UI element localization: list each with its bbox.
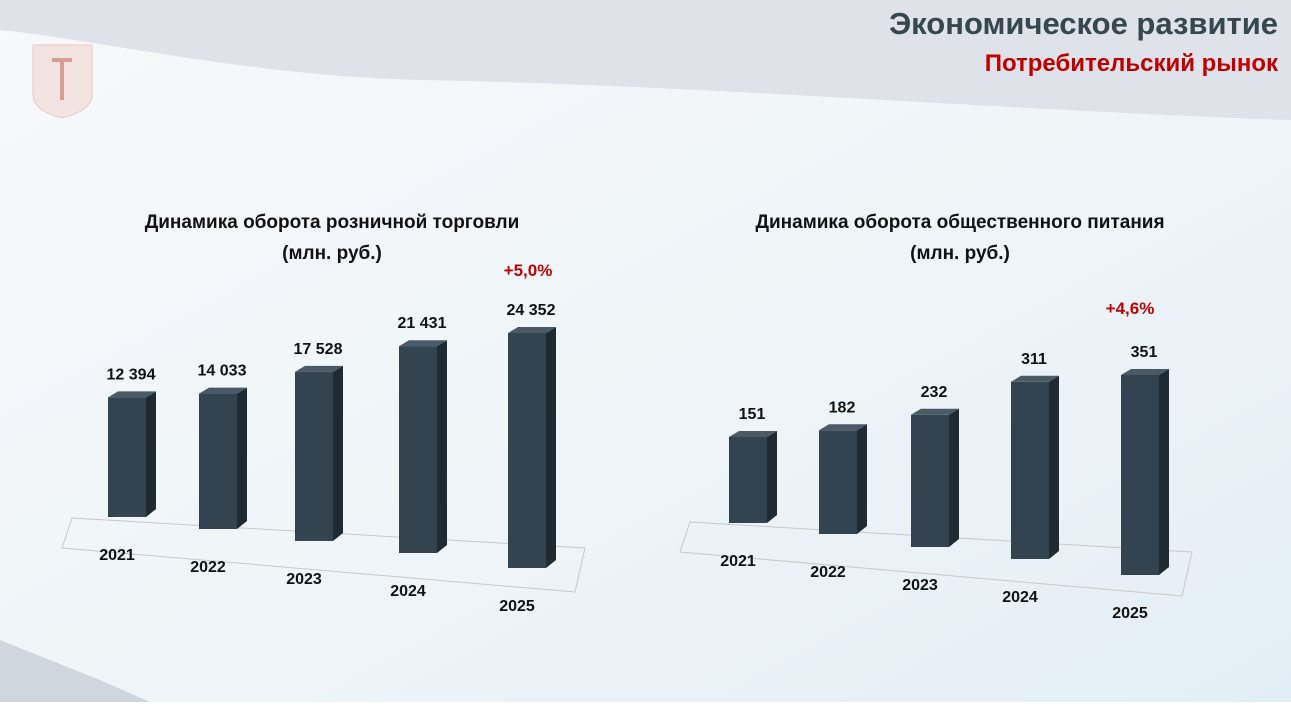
header-band (0, 0, 1291, 120)
value-label: 21 431 (398, 315, 447, 332)
corner-shape (0, 640, 150, 702)
bar (819, 430, 857, 534)
chart-subtitle: (млн. руб.) (282, 243, 382, 264)
logo (32, 44, 93, 119)
bar-side (767, 430, 777, 523)
bar-side (857, 424, 867, 534)
x-tick-label: 2022 (190, 559, 226, 576)
value-label: 151 (739, 406, 766, 423)
value-label: 182 (829, 399, 856, 416)
bar-side (146, 391, 156, 517)
bar-side (1159, 369, 1169, 575)
value-label: 351 (1131, 344, 1158, 361)
bar-top (819, 424, 867, 431)
x-tick-label: 2023 (286, 571, 322, 588)
bar-top (295, 365, 343, 372)
bar-side (237, 387, 247, 529)
bar-top (911, 408, 959, 415)
chart-title: Динамика оборота розничной торговли (145, 212, 520, 233)
chart-subtitle: (млн. руб.) (910, 243, 1010, 264)
bar-top (108, 391, 156, 398)
value-label: 14 033 (198, 363, 247, 380)
x-tick-label: 2023 (902, 577, 938, 594)
bar (108, 397, 146, 517)
bar (911, 414, 949, 547)
bar (1011, 381, 1049, 559)
bar (399, 346, 437, 553)
growth-annotation: +4,6% (1106, 299, 1155, 318)
value-label: 24 352 (507, 302, 556, 319)
bar-top (1121, 369, 1169, 375)
x-tick-label: 2021 (720, 553, 756, 570)
x-tick-label: 2022 (810, 564, 846, 581)
x-tick-label: 2021 (99, 547, 135, 564)
bar-side (949, 408, 959, 547)
bar (508, 333, 546, 568)
page-title: Экономическое развитие (889, 6, 1278, 41)
bar-side (1049, 375, 1059, 559)
bar (295, 371, 333, 541)
bar (1121, 375, 1159, 575)
value-label: 311 (1021, 351, 1047, 368)
bar-side (333, 365, 343, 541)
x-tick-label: 2024 (390, 583, 426, 600)
page-subtitle: Потребительский рынок (985, 50, 1279, 77)
x-tick-label: 2025 (499, 598, 535, 615)
bar-side (437, 340, 447, 553)
value-label: 17 528 (294, 341, 343, 358)
x-tick-label: 2025 (1112, 605, 1148, 622)
bar-top (399, 340, 447, 347)
bar-top (1011, 375, 1059, 382)
chart-title: Динамика оборота общественного питания (755, 212, 1164, 233)
bar-top (729, 430, 777, 437)
growth-annotation: +5,0% (504, 261, 553, 280)
bar-top (508, 327, 556, 333)
bar-side (546, 327, 556, 568)
bar (729, 436, 767, 523)
x-tick-label: 2024 (1002, 589, 1038, 606)
bar (199, 393, 237, 529)
bar-top (199, 387, 247, 394)
value-label: 232 (921, 384, 948, 401)
value-label: 12 394 (107, 366, 156, 383)
